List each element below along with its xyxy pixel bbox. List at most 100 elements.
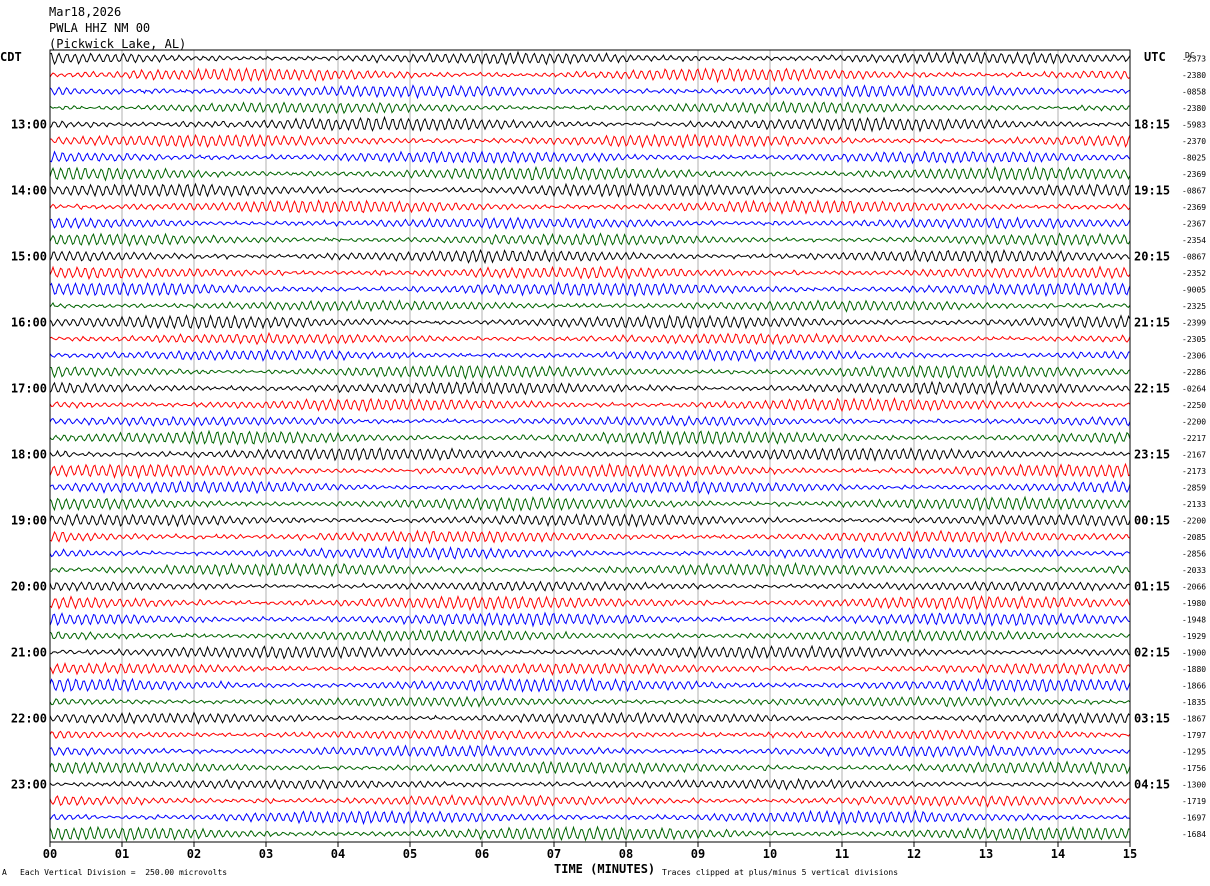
- dc-offset-label: -2380: [1182, 71, 1206, 80]
- cdt-hour-label: 16:00: [11, 315, 47, 329]
- trace-line-7: [49, 150, 1131, 165]
- dc-offset-label: -1295: [1182, 747, 1206, 756]
- dc-offset-label: -1797: [1182, 731, 1206, 740]
- dc-offset-label: -1684: [1182, 830, 1206, 839]
- trace-line-17: [49, 314, 1131, 330]
- cdt-hour-label: 20:00: [11, 579, 47, 593]
- dc-offset-label: -2066: [1182, 582, 1206, 591]
- dc-offset-label: -2200: [1182, 417, 1206, 426]
- clip-note: Traces clipped at plus/minus 5 vertical …: [662, 868, 899, 877]
- trace-line-47: [49, 809, 1131, 826]
- dc-offset-label: -2399: [1182, 318, 1206, 327]
- dc-offset-label: -0867: [1182, 186, 1206, 195]
- location-label: (Pickwick Lake, AL): [49, 37, 187, 51]
- trace-line-23: [49, 414, 1131, 427]
- trace-line-20: [49, 364, 1131, 380]
- trace-line-4: [49, 100, 1131, 115]
- trace-line-44: [49, 760, 1131, 775]
- dc-offset-label: -1719: [1182, 797, 1206, 806]
- left-timezone-label: CDT: [0, 50, 22, 64]
- utc-hour-label: 22:15: [1134, 381, 1170, 395]
- cdt-hour-label: 13:00: [11, 117, 47, 131]
- x-tick-label: 14: [1051, 847, 1065, 861]
- dc-offset-label: -2354: [1182, 236, 1206, 245]
- trace-line-22: [49, 397, 1131, 413]
- dc-offset-label: -2167: [1182, 450, 1206, 459]
- x-tick-label: 10: [763, 847, 777, 861]
- utc-hour-label: 18:15: [1134, 117, 1170, 131]
- x-tick-label: 13: [979, 847, 993, 861]
- utc-hour-label: 21:15: [1134, 315, 1170, 329]
- scale-note: Each Vertical Division = 250.00 microvol…: [20, 868, 228, 877]
- trace-line-28: [49, 495, 1131, 512]
- trace-line-11: [49, 216, 1131, 230]
- x-axis-title: TIME (MINUTES): [554, 862, 656, 876]
- dc-offset-label: -2859: [1182, 483, 1206, 492]
- dc-offset-label: -2286: [1182, 368, 1206, 377]
- trace-line-25: [49, 447, 1131, 462]
- cdt-hour-label: 23:00: [11, 777, 47, 791]
- dc-offset-label: -8025: [1182, 153, 1206, 162]
- trace-line-24: [49, 429, 1131, 446]
- trace-line-8: [49, 165, 1131, 182]
- trace-line-32: [50, 561, 1131, 578]
- trace-line-40: [49, 695, 1131, 708]
- trace-line-16: [49, 299, 1131, 313]
- trace-line-41: [49, 711, 1131, 725]
- dc-offset-label: -1929: [1182, 632, 1206, 641]
- trace-line-19: [49, 348, 1131, 363]
- x-tick-label: 07: [547, 847, 561, 861]
- trace-line-6: [49, 133, 1131, 149]
- corner-marker: A: [2, 868, 7, 877]
- trace-line-5: [49, 115, 1131, 133]
- x-tick-label: 09: [691, 847, 705, 861]
- trace-line-14: [49, 265, 1131, 281]
- trace-line-3: [49, 83, 1131, 100]
- dc-offset-label: -1756: [1182, 764, 1206, 773]
- trace-line-35: [49, 611, 1131, 628]
- x-tick-label: 11: [835, 847, 849, 861]
- utc-hour-label: 00:15: [1134, 513, 1170, 527]
- plot-frame: [49, 49, 1131, 843]
- trace-line-1: [49, 50, 1131, 66]
- dc-offset-label: -0858: [1182, 87, 1206, 96]
- right-timezone-label: UTC: [1144, 50, 1166, 64]
- trace-line-2: [49, 67, 1131, 84]
- dc-offset-label: -2217: [1182, 434, 1206, 443]
- x-tick-label: 12: [907, 847, 921, 861]
- trace-line-31: [49, 545, 1131, 561]
- dc-offset-label: -1867: [1182, 714, 1206, 723]
- dc-offset-label: -0264: [1182, 384, 1206, 393]
- trace-line-21: [49, 380, 1131, 396]
- dc-offset-label: -2352: [1182, 269, 1206, 278]
- cdt-hour-label: 21:00: [11, 645, 47, 659]
- cdt-hour-label: 18:00: [11, 447, 47, 461]
- dc-offset-label: -1300: [1182, 780, 1206, 789]
- trace-line-12: [49, 232, 1131, 247]
- x-tick-label: 00: [43, 847, 57, 861]
- dc-offset-label: -2250: [1182, 401, 1206, 410]
- x-tick-label: 05: [403, 847, 417, 861]
- trace-line-46: [49, 794, 1131, 808]
- dc-offset-label: -2325: [1182, 302, 1206, 311]
- dc-offset-label: -2305: [1182, 335, 1206, 344]
- trace-line-37: [49, 644, 1131, 660]
- trace-line-36: [49, 628, 1131, 643]
- trace-line-18: [49, 331, 1131, 346]
- dc-offset-label: -2173: [1182, 467, 1206, 476]
- utc-hour-label: 04:15: [1134, 777, 1170, 791]
- station-header: Mar18,2026 PWLA HHZ NM 00 (Pickwick Lake…: [49, 4, 186, 52]
- utc-hour-label: 20:15: [1134, 249, 1170, 263]
- trace-line-30: [49, 529, 1131, 545]
- dc-offset-label: -1948: [1182, 615, 1206, 624]
- utc-hour-label: 02:15: [1134, 645, 1170, 659]
- trace-line-42: [49, 728, 1131, 741]
- dc-offset-label: -1697: [1182, 813, 1206, 822]
- x-tick-label: 08: [619, 847, 633, 861]
- trace-line-27: [49, 479, 1131, 495]
- x-tick-label: 03: [259, 847, 273, 861]
- dc-offset-label: -2133: [1182, 500, 1206, 509]
- dc-offset-label: -2369: [1182, 203, 1206, 212]
- trace-line-26: [49, 462, 1131, 480]
- utc-hour-label: 23:15: [1134, 447, 1170, 461]
